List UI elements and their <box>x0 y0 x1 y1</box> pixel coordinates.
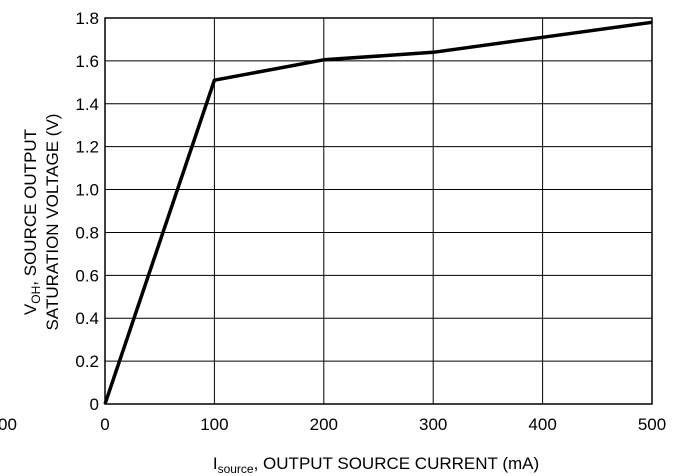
x-tick-label: 400 <box>528 415 556 434</box>
x-axis-ticks: 0 100 200 300 400 500 <box>100 415 666 434</box>
x-axis-label: Isource, OUTPUT SOURCE CURRENT (mA) <box>213 454 539 476</box>
y-axis-label-rest: , SOURCE OUTPUT <box>21 129 40 286</box>
y-axis-label-sub: OH <box>29 286 43 304</box>
y-axis-label-line2: SATURATION VOLTAGE (V) <box>43 114 62 331</box>
series-line <box>103 20 653 405</box>
y-axis-label-main: V <box>21 303 40 315</box>
y-tick-label: 0.6 <box>75 266 99 285</box>
grid <box>104 17 653 405</box>
y-tick-label: 1.0 <box>75 181 99 200</box>
x-axis-label-rest: , OUTPUT SOURCE CURRENT (mA) <box>254 454 540 473</box>
x-axis-label-sub: source <box>218 462 254 476</box>
series-layer <box>103 20 653 405</box>
x-tick-label: 100 <box>200 415 228 434</box>
x-tick-label: 500 <box>638 415 666 434</box>
x-tick-label: 0 <box>100 415 109 434</box>
y-tick-label: 1.2 <box>75 138 99 157</box>
clipped-tick-label: 00 <box>0 415 17 434</box>
y-tick-label: 0 <box>90 395 99 414</box>
x-tick-label: 200 <box>310 415 338 434</box>
y-tick-label: 1.8 <box>75 9 99 28</box>
y-axis-ticks: 0 0.2 0.4 0.6 0.8 1.0 1.2 1.4 1.6 1.8 <box>75 9 99 414</box>
plot-frame <box>104 17 653 405</box>
y-tick-label: 0.2 <box>75 352 99 371</box>
x-tick-label: 300 <box>419 415 447 434</box>
y-tick-label: 1.4 <box>75 95 99 114</box>
y-axis-label-line1: VOH, SOURCE OUTPUT <box>21 129 43 315</box>
x-axis-label-main: I <box>213 454 218 473</box>
y-tick-label: 1.6 <box>75 52 99 71</box>
y-tick-label: 0.8 <box>75 223 99 242</box>
y-tick-label: 0.4 <box>75 309 99 328</box>
